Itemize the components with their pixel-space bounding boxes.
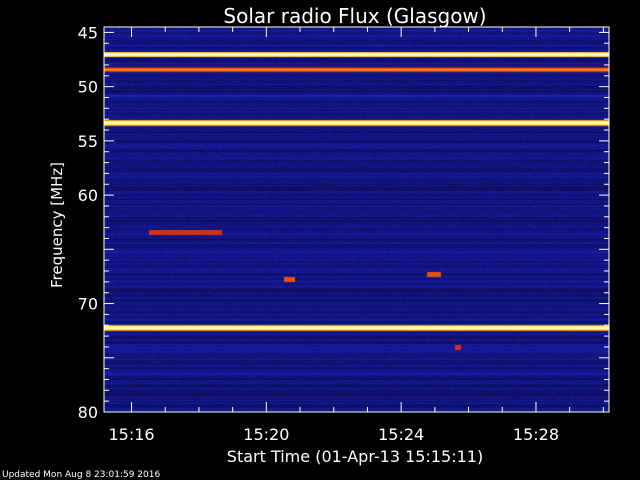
y-tick-label: 45: [78, 23, 98, 42]
y-tick-label: 55: [78, 132, 98, 151]
y-tick-label: 60: [78, 186, 98, 205]
x-tick-label: 15:20: [243, 425, 289, 444]
chart-title: Solar radio Flux (Glasgow): [223, 4, 486, 28]
heatmap-plot-area: [104, 27, 609, 412]
y-axis-label: Frequency [MHz]: [48, 162, 66, 288]
y-tick-label: 80: [78, 403, 98, 422]
y-axis: 45 50 55 60 70 80: [78, 23, 609, 422]
update-timestamp: Updated Mon Aug 8 23:01:59 2016: [2, 470, 161, 480]
y-tick-label: 50: [78, 78, 98, 97]
x-tick-label: 15:16: [108, 425, 154, 444]
x-tick-label: 15:24: [378, 425, 424, 444]
x-tick-label: 15:28: [513, 425, 559, 444]
y-tick-label: 70: [78, 295, 98, 314]
plot-frame: [103, 26, 610, 413]
x-axis: 15:16 15:20 15:24 15:28: [108, 27, 604, 444]
x-axis-label: Start Time (01-Apr-13 15:15:11): [227, 447, 483, 466]
